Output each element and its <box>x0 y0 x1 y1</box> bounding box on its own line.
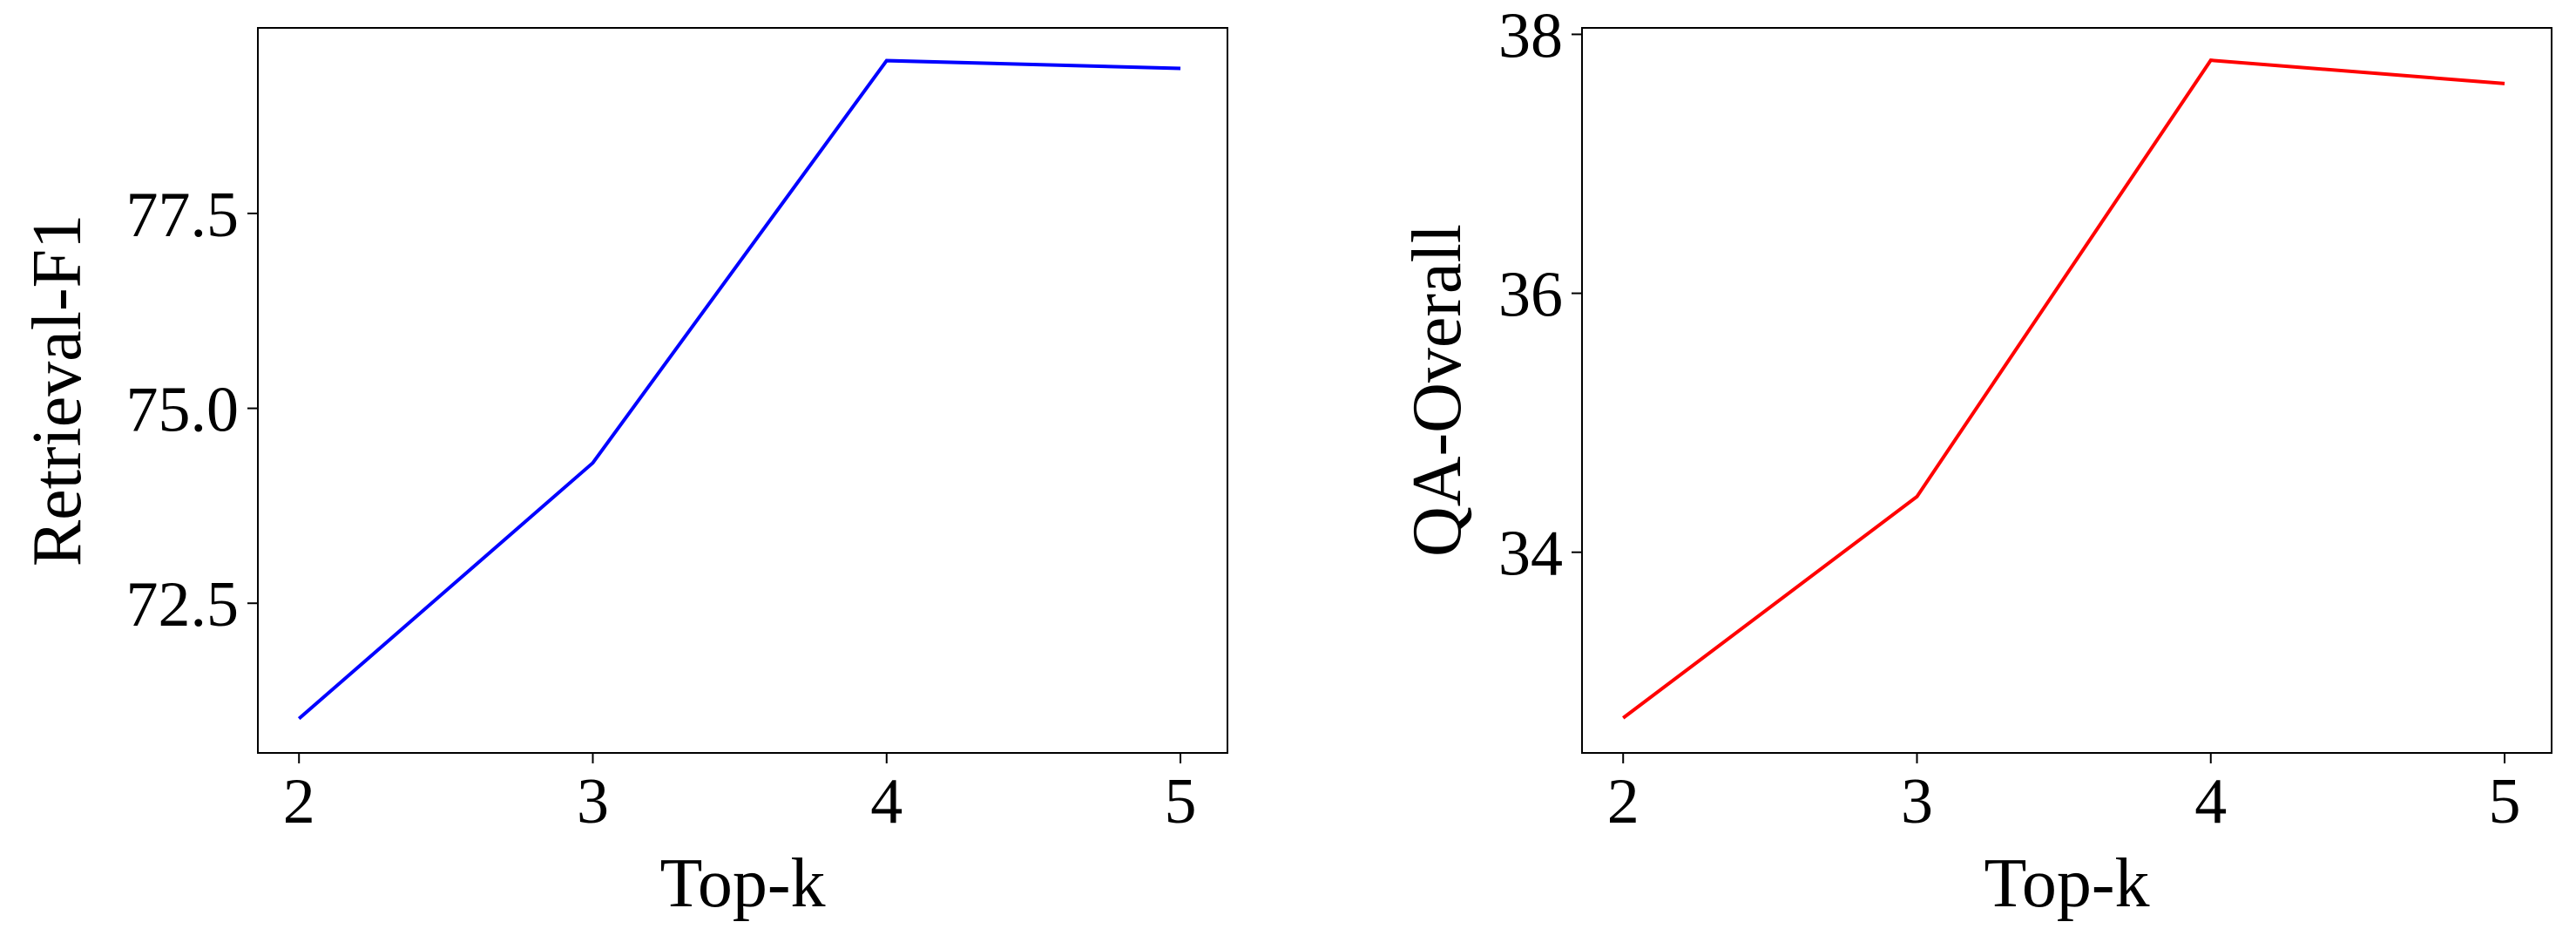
data-line <box>297 58 1181 721</box>
y-axis-label: QA-Overall <box>1399 224 1476 557</box>
x-tick-label: 3 <box>1901 766 1933 837</box>
x-tick-label: 4 <box>870 766 903 837</box>
x-axis-label: Top-k <box>660 845 826 922</box>
axes-frame <box>1581 27 2552 754</box>
axes-frame <box>257 27 1228 754</box>
data-line <box>1622 58 2505 720</box>
y-axis-label: Retrieval-F1 <box>19 214 96 566</box>
y-tick-label: 72.5 <box>126 569 240 641</box>
x-tick-label: 2 <box>283 766 315 837</box>
x-tick-label: 3 <box>577 766 609 837</box>
x-tick-label: 5 <box>2489 766 2521 837</box>
y-tick-label: 77.5 <box>126 180 240 251</box>
y-tick-label: 36 <box>1498 260 1563 331</box>
y-tick-label: 34 <box>1498 519 1563 590</box>
y-tick-label: 38 <box>1498 0 1563 71</box>
x-tick-label: 2 <box>1607 766 1640 837</box>
x-tick-label: 5 <box>1165 766 1197 837</box>
y-tick-label: 75.0 <box>126 375 240 446</box>
x-axis-label: Top-k <box>1984 845 2150 922</box>
x-tick-label: 4 <box>2194 766 2227 837</box>
